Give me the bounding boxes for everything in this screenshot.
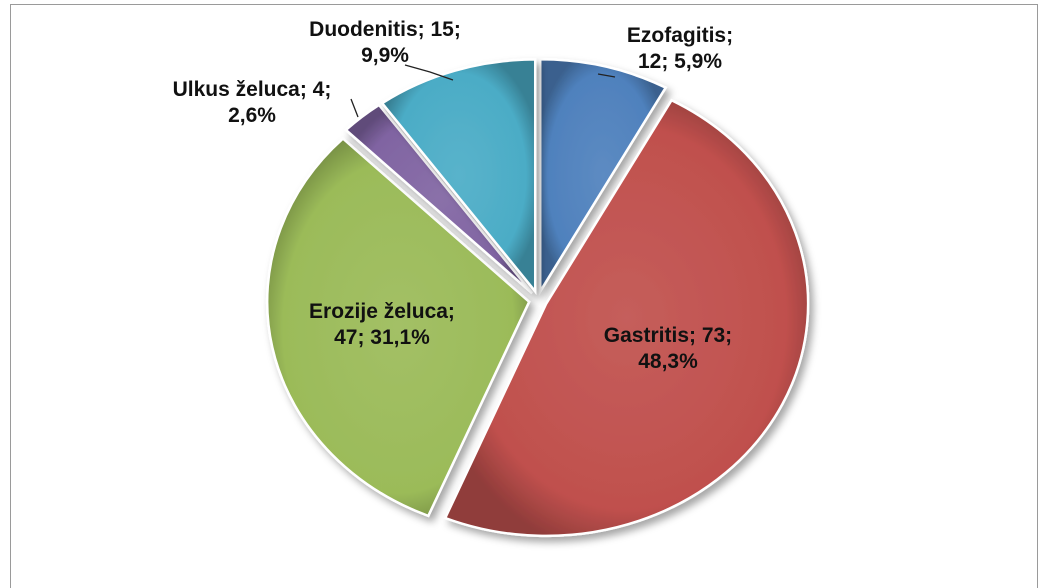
slice-label: Ezofagitis; 12; 5,9% bbox=[627, 24, 733, 73]
slice-label: Erozije želuca; 47; 31,1% bbox=[309, 300, 455, 349]
slice-label: Gastritis; 73; 48,3% bbox=[604, 324, 732, 373]
slice-label: Duodenitis; 15; 9,9% bbox=[309, 18, 461, 67]
slice-labels: Ezofagitis; 12; 5,9% Gastritis; 73; 48,3% Er… bbox=[173, 18, 733, 373]
pie-slice-duodenitis bbox=[380, 58, 537, 295]
pie-slice-erozije-eluca bbox=[265, 136, 531, 518]
leader-line bbox=[350, 98, 359, 118]
slice-label-line: Gastritis; 73; bbox=[604, 324, 732, 347]
slice-label: Ulkus želuca; 4; 2,6% bbox=[173, 78, 332, 127]
slice-label-line: Erozije želuca; bbox=[309, 300, 455, 323]
leader-lines bbox=[350, 64, 616, 118]
leader-line bbox=[597, 73, 616, 78]
pie-slice-ulkus-eluca bbox=[344, 103, 534, 295]
slice-label-line: 2,6% bbox=[228, 104, 276, 127]
leader-line bbox=[404, 64, 454, 81]
slice-label-line: Ulkus želuca; 4; bbox=[173, 78, 332, 101]
pie-slice-gastritis bbox=[443, 98, 810, 538]
slice-label-line: 12; 5,9% bbox=[638, 50, 722, 73]
slice-label-line: 9,9% bbox=[361, 44, 409, 67]
pie-slices bbox=[265, 58, 810, 538]
slice-label-line: Duodenitis; 15; bbox=[309, 18, 461, 41]
pie-slice-ezofagitis bbox=[538, 58, 668, 296]
slice-label-line: Ezofagitis; bbox=[627, 24, 733, 47]
slice-label-line: 47; 31,1% bbox=[334, 326, 430, 349]
slice-label-line: 48,3% bbox=[638, 350, 698, 373]
